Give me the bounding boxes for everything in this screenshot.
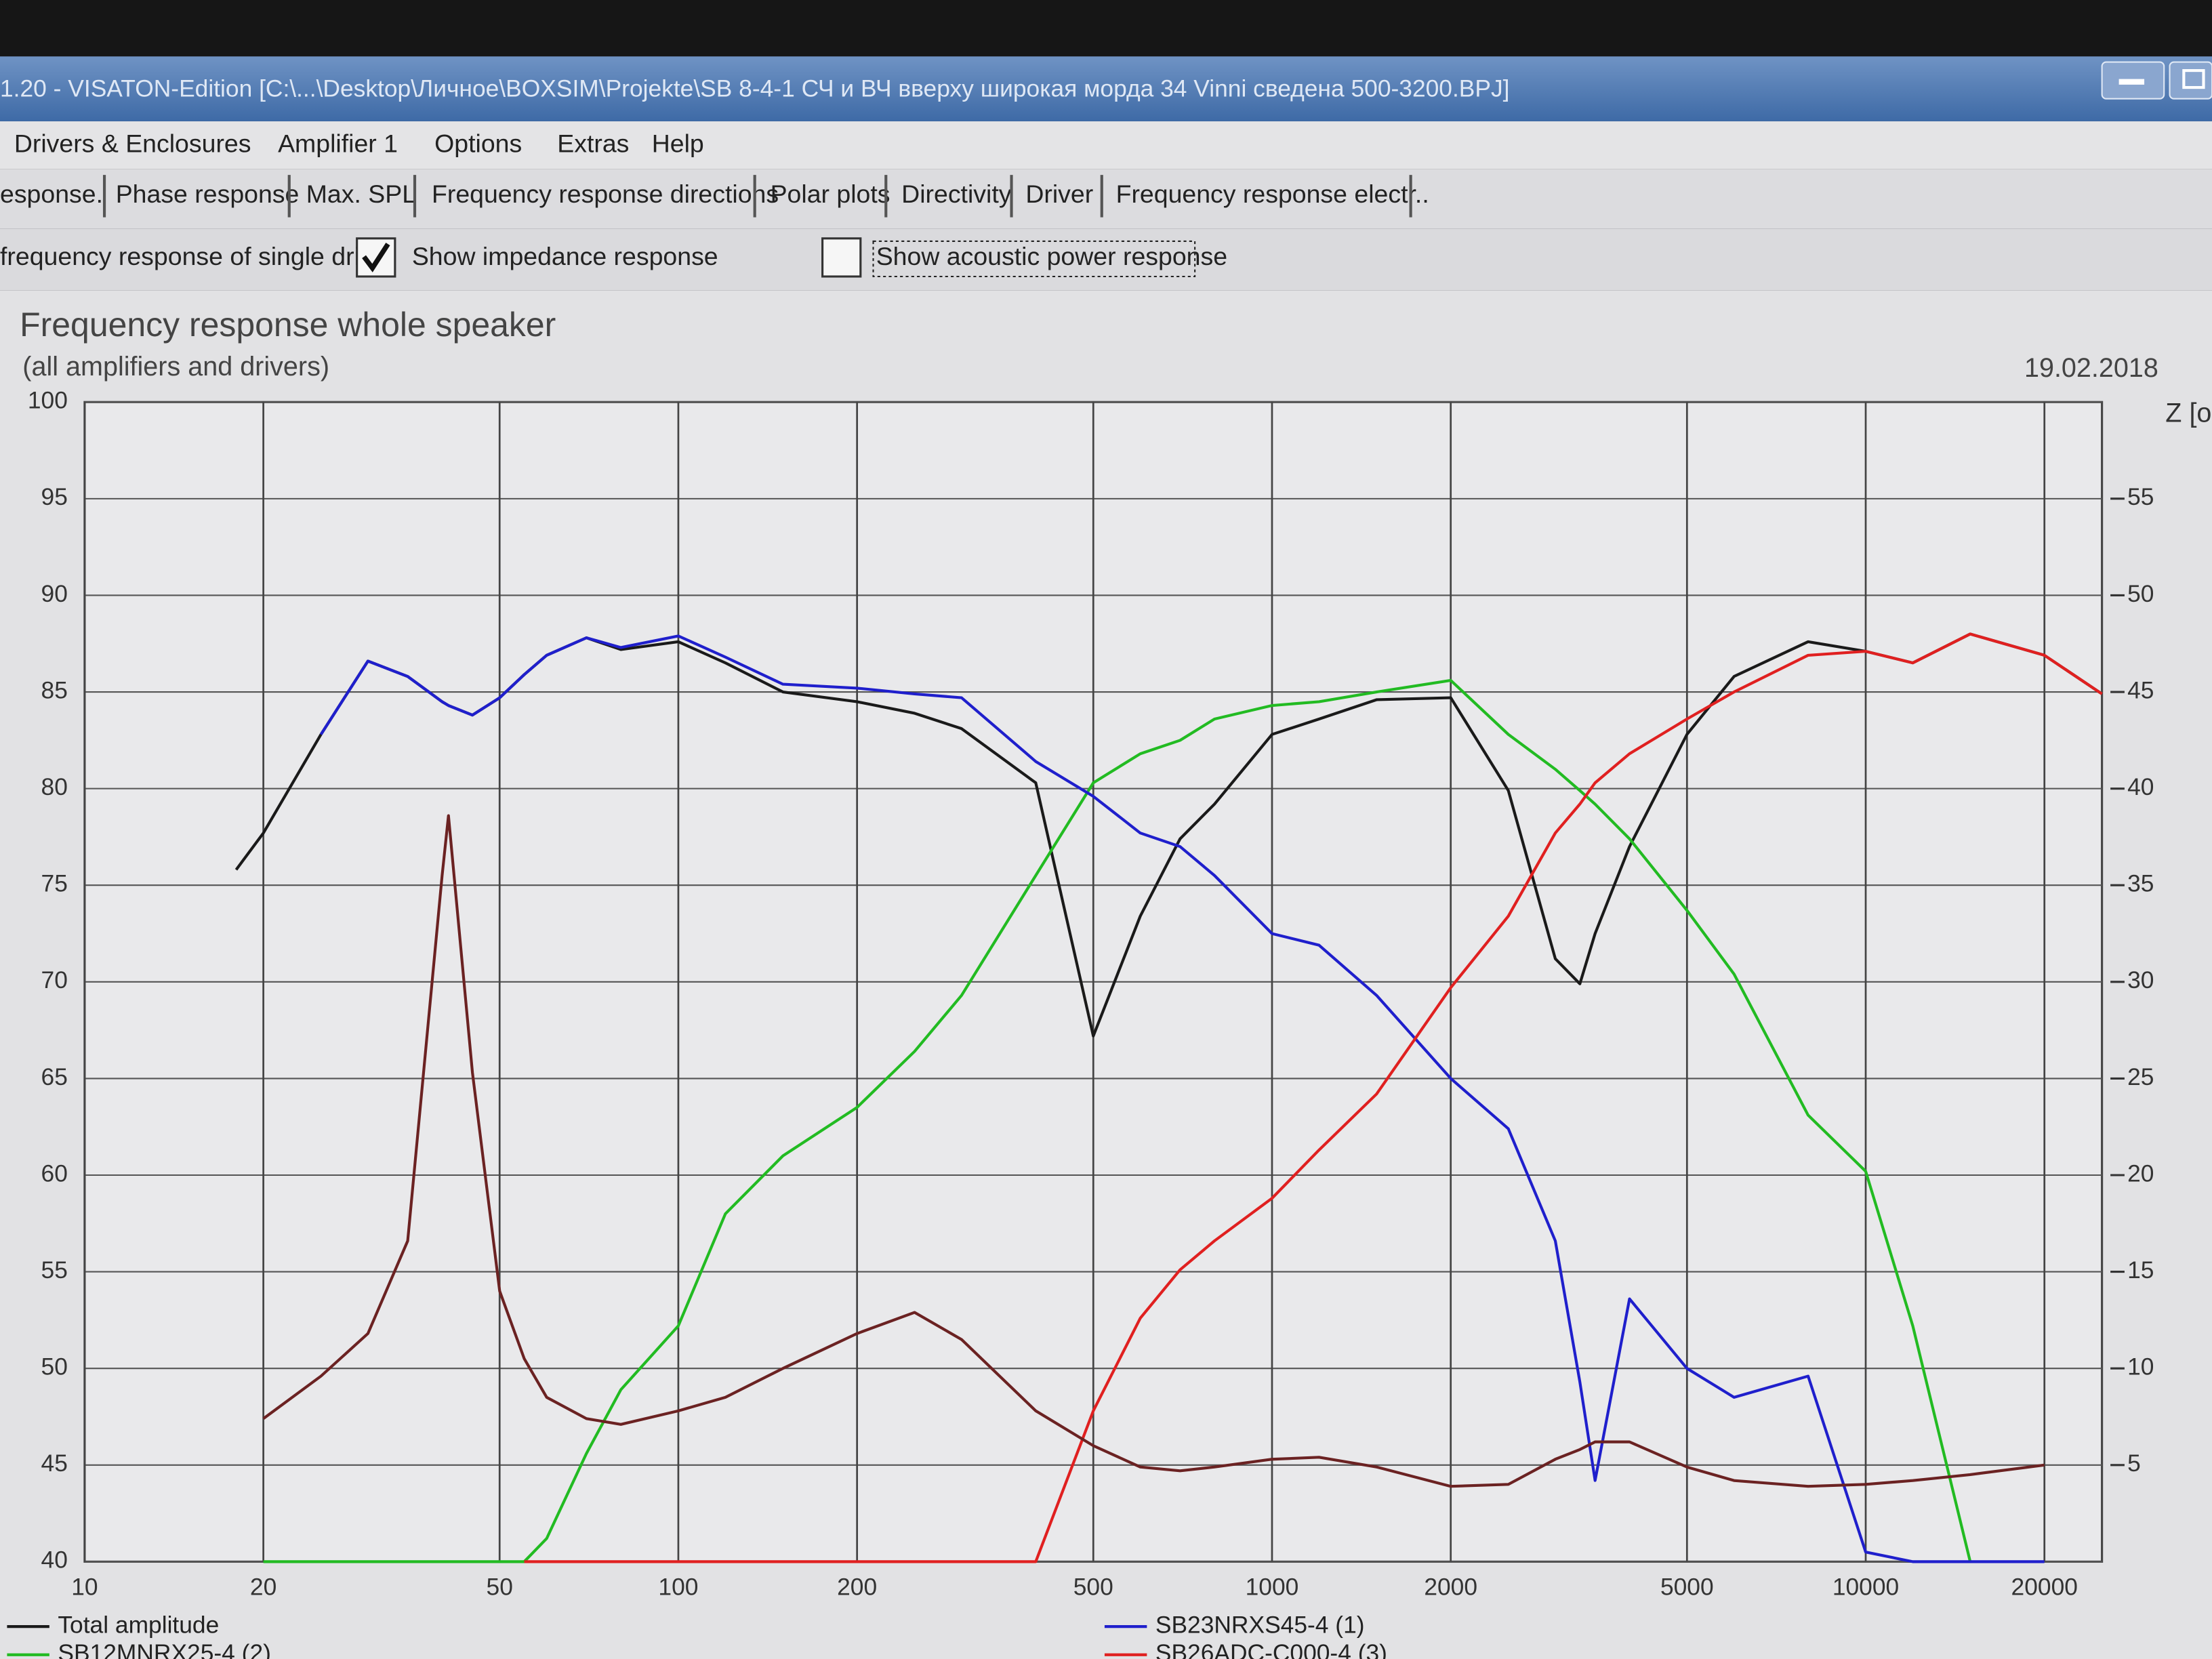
checkbox[interactable] bbox=[356, 237, 396, 278]
y2-tick-label: 15 bbox=[2127, 1257, 2154, 1284]
window-title: 1.20 - VISATON-Edition [C:\...\Desktop\Л… bbox=[0, 76, 1510, 102]
y2-tick-label: 40 bbox=[2127, 774, 2154, 800]
y2-tick-label: 50 bbox=[2127, 581, 2154, 607]
y2-tick-label: 10 bbox=[2127, 1354, 2154, 1380]
y2-tick-label: 35 bbox=[2127, 871, 2154, 897]
x-tick-label: 1000 bbox=[1246, 1574, 1299, 1600]
tab[interactable]: esponse. bbox=[0, 180, 103, 208]
ui: Drivers & Enclosures Amplifier 1 Options Ex… bbox=[0, 129, 1429, 278]
series-line bbox=[319, 634, 2045, 1563]
option-label[interactable]: Show impedance response bbox=[412, 242, 718, 270]
title-bar bbox=[0, 56, 2212, 122]
series-line bbox=[263, 678, 1972, 1563]
legend-label: Total amplitude bbox=[58, 1612, 219, 1638]
y-tick-label: 55 bbox=[41, 1257, 68, 1284]
menu-item[interactable]: Amplifier 1 bbox=[278, 129, 398, 157]
bezel bbox=[0, 0, 2212, 57]
tab-bar bbox=[0, 169, 2212, 229]
x-tick-label: 200 bbox=[837, 1574, 877, 1600]
y-tick-label: 85 bbox=[41, 677, 68, 703]
y-tick-label: 60 bbox=[41, 1160, 68, 1187]
y-tick-label: 65 bbox=[41, 1064, 68, 1090]
minimize-icon bbox=[2118, 79, 2145, 85]
y-tick-label: 40 bbox=[41, 1547, 68, 1574]
y2-tick-label: 45 bbox=[2127, 677, 2154, 703]
menu-item[interactable]: Options bbox=[434, 129, 522, 157]
tab[interactable]: Phase response bbox=[116, 180, 300, 208]
maximize-icon bbox=[2182, 69, 2205, 89]
tab[interactable]: Driver bbox=[1025, 180, 1093, 208]
tab[interactable]: Frequency response electr.. bbox=[1116, 180, 1429, 208]
option-label[interactable]: frequency response of single driv bbox=[0, 242, 373, 270]
series-line bbox=[524, 632, 2103, 1563]
y2-tick-label: 20 bbox=[2127, 1160, 2154, 1187]
x-tick-label: 500 bbox=[1073, 1574, 1113, 1600]
legend-label: SB23NRXS45-4 (1) bbox=[1155, 1612, 1365, 1638]
option-label[interactable]: Show acoustic power response bbox=[876, 242, 1227, 270]
x-tick-label: 10000 bbox=[1832, 1574, 1899, 1600]
tab[interactable]: Directivity bbox=[901, 180, 1012, 208]
tab[interactable]: Frequency response directions bbox=[432, 180, 779, 208]
y-tick-label: 95 bbox=[41, 484, 68, 510]
y2-tick-label: 30 bbox=[2127, 967, 2154, 994]
menu-bar bbox=[0, 121, 2212, 169]
plot: 40 45 50 55 60 65 70 75 80 85 90 95 100 5 10 15 20 25 30 35… bbox=[7, 388, 2154, 1659]
x-tick-label: 10 bbox=[71, 1574, 98, 1600]
y2-axis-label: Z [o bbox=[2165, 398, 2211, 428]
y2-tick-label: 55 bbox=[2127, 484, 2154, 510]
y2-tick-label: 25 bbox=[2127, 1064, 2154, 1090]
x-tick-label: 20000 bbox=[2011, 1574, 2078, 1600]
y-tick-label: 100 bbox=[28, 388, 68, 414]
checkbox[interactable] bbox=[821, 237, 862, 278]
x-tick-label: 2000 bbox=[1424, 1574, 1477, 1600]
x-tick-label: 50 bbox=[487, 1574, 513, 1600]
menu-item[interactable]: Extras bbox=[557, 129, 629, 157]
y-tick-label: 70 bbox=[41, 967, 68, 994]
menu-item[interactable]: Drivers & Enclosures bbox=[14, 129, 251, 157]
tab[interactable]: Polar plots bbox=[771, 180, 890, 208]
chart-subtitle: (all amplifiers and drivers) bbox=[22, 352, 329, 382]
chart-date: 19.02.2018 bbox=[2024, 353, 2158, 383]
y-tick-label: 80 bbox=[41, 774, 68, 800]
x-tick-label: 20 bbox=[250, 1574, 276, 1600]
focus-rect bbox=[872, 240, 1196, 278]
menu-item[interactable]: Help bbox=[652, 129, 704, 157]
x-tick-label: 5000 bbox=[1660, 1574, 1714, 1600]
maximize-button[interactable] bbox=[2169, 61, 2212, 100]
x-tick-label: 100 bbox=[658, 1574, 698, 1600]
y-tick-label: 75 bbox=[41, 871, 68, 897]
y-tick-label: 90 bbox=[41, 581, 68, 607]
chart-title: Frequency response whole speaker bbox=[20, 306, 556, 344]
tab[interactable]: Max. SPL bbox=[306, 180, 416, 208]
checkmark bbox=[362, 243, 390, 272]
y-tick-label: 45 bbox=[41, 1450, 68, 1477]
series-line bbox=[262, 814, 2045, 1488]
legend-label: SB12MNRX25-4 (2) bbox=[58, 1640, 271, 1659]
legend-label: SB26ADC-C000-4 (3) bbox=[1155, 1640, 1387, 1659]
y2-tick-label: 5 bbox=[2127, 1450, 2141, 1477]
y-tick-label: 50 bbox=[41, 1354, 68, 1380]
